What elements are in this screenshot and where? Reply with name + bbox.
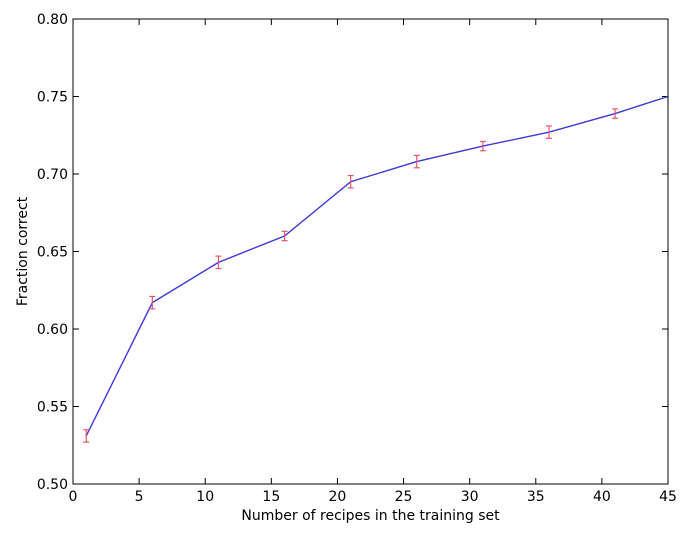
- x-tick-label: 5: [135, 489, 144, 505]
- y-tick-label: 0.70: [37, 167, 68, 183]
- x-axis-label: Number of recipes in the training set: [241, 508, 500, 524]
- y-tick-label: 0.75: [37, 90, 68, 106]
- plot-frame: [72, 18, 669, 485]
- x-tick-label: 0: [69, 489, 78, 505]
- error-bar: [479, 140, 486, 152]
- x-tick-label: 35: [527, 489, 545, 505]
- error-bar: [612, 108, 619, 119]
- error-bar: [215, 255, 222, 270]
- x-tick-label: 10: [196, 489, 214, 505]
- error-bar: [281, 230, 288, 242]
- x-axis-ticks: 0 5 10 15 20 25 30 35 40 45: [69, 19, 677, 505]
- y-tick-label: 0.55: [37, 400, 68, 416]
- y-axis-ticks: 0.50 0.55 0.60 0.65 0.70 0.75 0.80: [37, 12, 668, 493]
- x-tick-label: 40: [593, 489, 611, 505]
- y-tick-label: 0.65: [37, 245, 68, 261]
- x-tick-label: 45: [659, 489, 677, 505]
- x-tick-label: 25: [395, 489, 413, 505]
- error-bar: [546, 125, 552, 139]
- series-layer: [83, 95, 669, 443]
- x-tick-label: 30: [461, 489, 479, 505]
- error-bar: [413, 154, 420, 169]
- error-bar: [149, 295, 156, 310]
- y-tick-label: 0.50: [37, 477, 68, 493]
- x-tick-label: 20: [329, 489, 347, 505]
- y-tick-label: 0.80: [37, 12, 68, 28]
- x-tick-label: 15: [262, 489, 280, 505]
- error-bar: [347, 174, 354, 189]
- error-bar: [83, 429, 90, 443]
- series-line: [85, 95, 669, 437]
- y-axis-label: Fraction correct: [15, 196, 31, 306]
- y-tick-label: 0.60: [37, 322, 68, 338]
